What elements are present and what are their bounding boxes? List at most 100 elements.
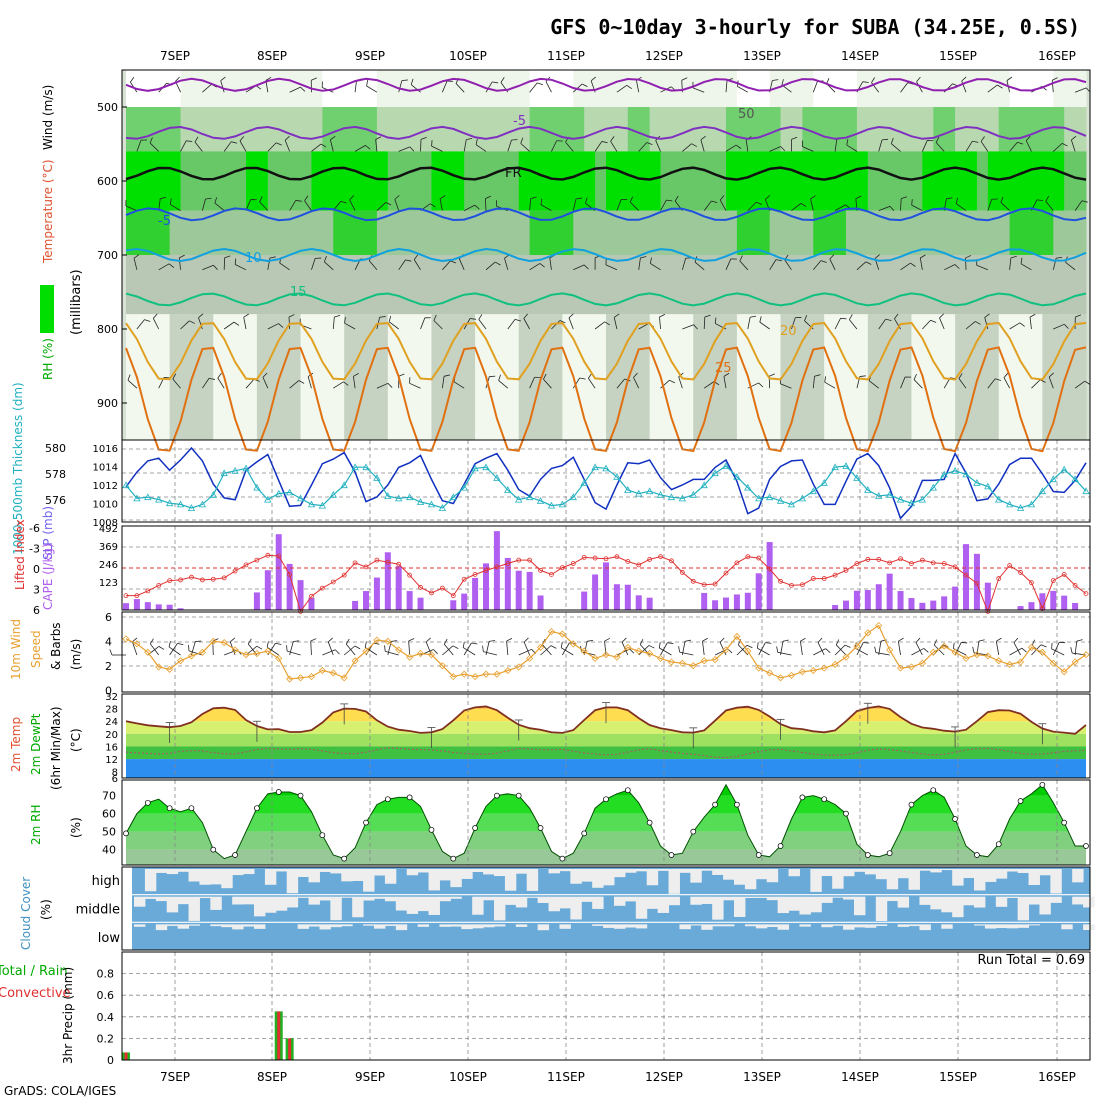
wind-barb [655,140,661,152]
rh-cell [529,151,542,211]
wind-barb-flag [1056,257,1063,259]
cloud-cell [854,869,866,872]
rh-cell [518,107,531,152]
wind-barb-flag [1010,255,1017,259]
cloud-cell [494,869,506,877]
wind-speed-marker [667,658,676,666]
wind-barb-flag [433,649,438,655]
wind-barb-flag [955,197,958,204]
rh-cell [475,210,487,255]
wind-barb [507,139,512,152]
rh-cell [998,210,1011,255]
li-marker [614,554,620,560]
rh-cell [224,255,236,315]
rh-cell [333,151,345,211]
thickness-marker [700,481,708,489]
wind-barb [834,204,846,211]
cloud-frame [121,866,1091,951]
li-marker [527,557,533,563]
rh-cell [584,107,596,152]
wind-barb [562,642,570,656]
rh-cell [649,210,662,255]
cloud-row-label: low [98,931,121,946]
rh-cell [1053,255,1065,315]
rh-marker [821,796,828,803]
li-marker [941,561,947,566]
li-marker [778,578,783,584]
cloud-cell [886,869,899,890]
wind-barb [259,201,269,211]
wind-axis-label: Wind (m/s) [41,85,55,150]
rh-tick-label: 60 [102,808,116,821]
wind-barb-flag [149,638,154,645]
wind-barb-flag [430,203,436,208]
wind-speed-marker [275,654,283,662]
wind-barb-flag [550,645,557,649]
wind-speed-marker [635,647,643,655]
thickness-marker [504,486,512,493]
cloud-cell [308,896,320,905]
cloud-cell [701,896,713,904]
wind-barb [875,652,890,656]
wind-barb-flag [175,76,180,82]
wind-barb-flag [354,645,361,650]
rh-cell [736,255,749,315]
li-marker [472,572,478,577]
rh-cell [1075,70,1087,107]
rh-cell [126,255,138,315]
thickness-marker [155,495,163,503]
thickness-marker [515,495,523,503]
cloud-cell [897,896,910,908]
wind-barb-flag [420,137,427,140]
temp2m-frame [121,693,1091,779]
cloud-cell [504,896,517,905]
temp-tick-label: 32 [105,692,118,703]
rh-cell [551,210,563,255]
wind-speed-marker [318,666,326,675]
wind-barb [784,259,792,271]
precip-convective-bar [288,1038,292,1060]
li-line [126,554,1087,613]
thickness-marker [798,494,807,502]
wind-speed-marker [700,657,708,665]
cape-bar [461,593,468,610]
wind-barb [891,143,901,152]
wind-barb [354,80,357,93]
thickness-marker [351,463,359,471]
wind-speed-marker [155,663,163,671]
rh-marker [210,846,217,853]
wind-barb [869,380,879,389]
thickness-marker [275,489,283,497]
rh-cell [835,107,847,152]
wind-barb-flag [800,203,807,207]
cape-bar [483,563,489,610]
wind10m-speed-label: Speed [29,630,43,668]
wind-barb [529,198,532,211]
thickness-marker [405,493,414,501]
rh-cell [802,70,814,107]
top-day-label: 11SEP [547,49,585,63]
cloud-cell [232,924,244,930]
wind-barb-flag [954,264,960,269]
rh-cell [442,151,454,211]
cloud-cell [864,924,877,928]
wind-barb-flag [1062,143,1068,147]
li-marker [549,572,554,577]
rh-cell [191,151,203,211]
thickness-marker [449,493,457,501]
li-marker [199,577,205,583]
rh-marker [930,787,937,794]
wind-barb [324,261,334,271]
rh-cell [966,70,978,107]
li-marker [298,608,303,614]
thickness-marker [624,486,632,493]
wind-barb-flag [711,200,718,204]
rh-cell [398,107,411,152]
cape-bar [613,584,620,610]
li-marker [363,564,369,570]
cloud-cell [155,869,168,873]
cloud-cell [461,924,473,930]
rh-cell [1064,255,1076,315]
wind-speed-marker [646,649,654,658]
cloud-cell [275,869,288,872]
